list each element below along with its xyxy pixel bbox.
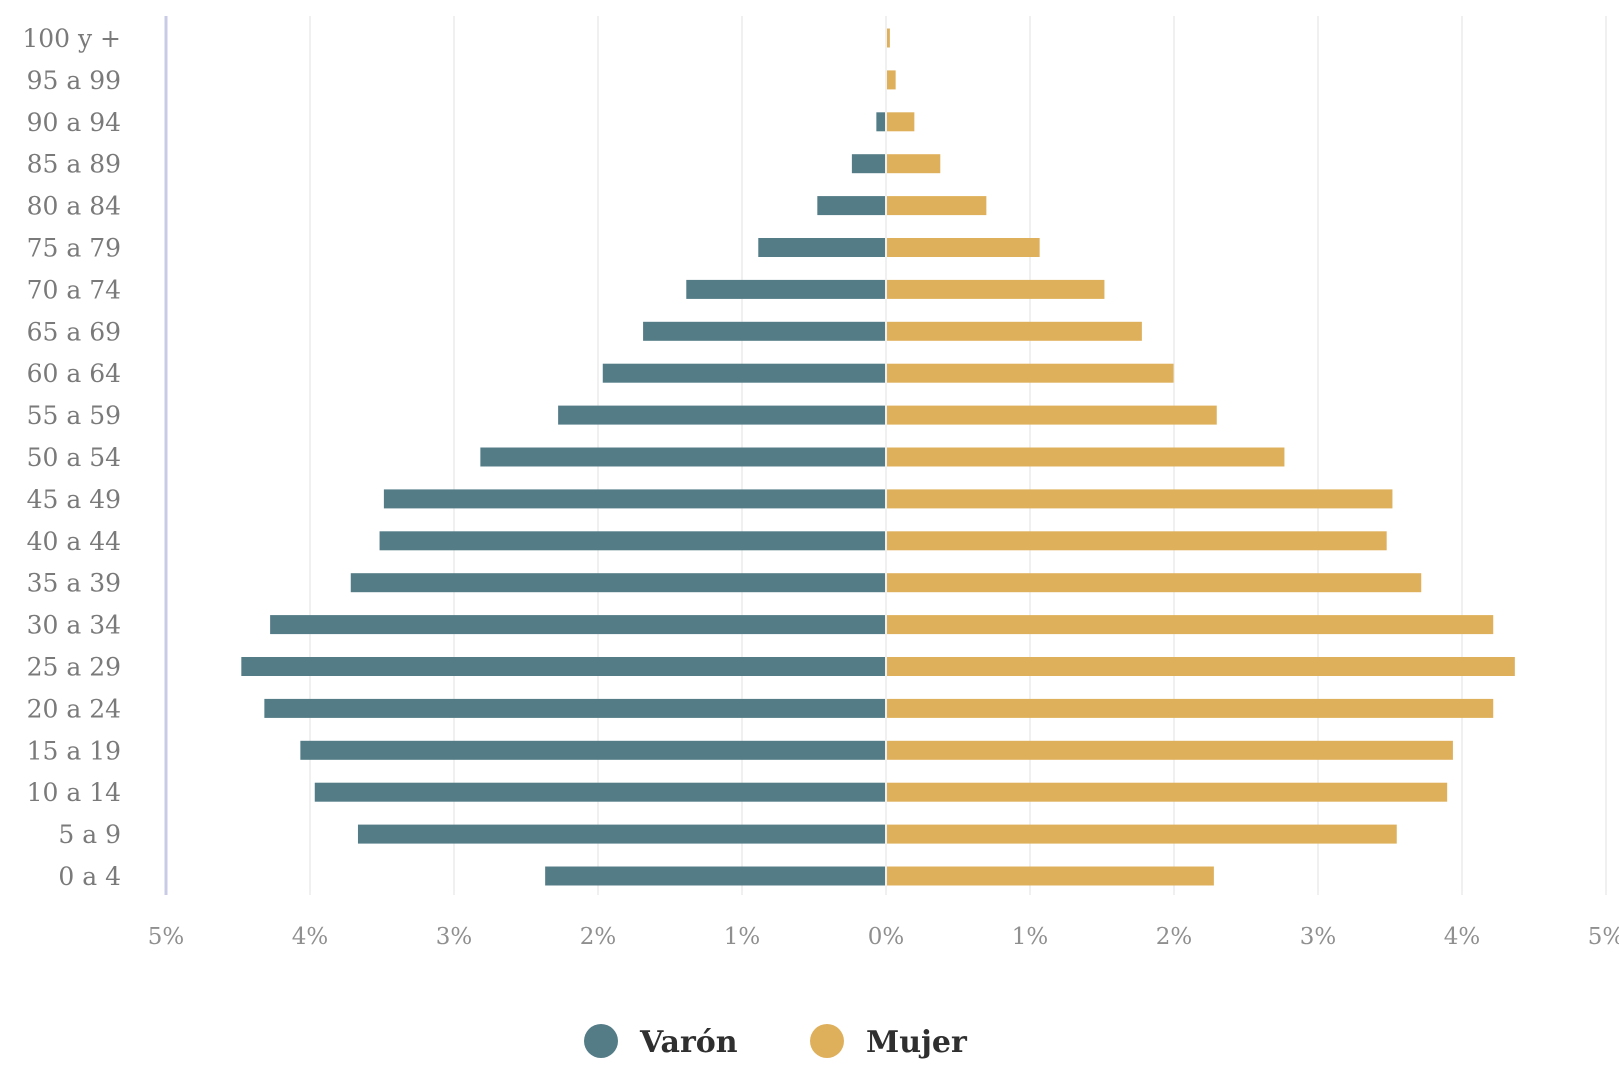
category-label: 45 a 49 [27,485,121,514]
bar-varon [264,698,885,718]
x-tick-label: 4% [292,924,329,950]
bar-mujer [887,782,1448,802]
bar-varon [270,615,885,635]
legend-label: Varón [639,1025,738,1060]
bar-mujer [887,196,987,216]
category-label: 90 a 94 [27,108,121,137]
legend-marker [584,1024,618,1058]
category-label: 100 y + [22,24,121,53]
bar-mujer [887,238,1040,257]
bar-mujer [887,698,1494,718]
category-label: 65 a 69 [27,317,121,346]
bar-mujer [887,531,1387,551]
legend-label: Mujer [866,1025,968,1060]
x-tick-label: 5% [1588,924,1619,950]
category-label: 70 a 74 [27,275,121,304]
bar-mujer [887,279,1105,299]
category-label: 40 a 44 [27,527,121,556]
legend: Varón Mujer [584,1024,968,1060]
bar-mujer [887,28,890,48]
bar-mujer [887,112,915,132]
bar-varon [383,489,885,509]
x-tick-labels: 5% 4% 3% 2% 1% 0% 1% 2% 3% 4% 5% [148,924,1619,950]
x-tick-label: 2% [580,924,617,950]
bar-mujer [887,447,1285,467]
bar-mujer [887,740,1453,760]
category-label: 35 a 39 [27,569,121,598]
bar-mujer [887,573,1422,593]
bar-varon [643,321,885,341]
category-label: 0 a 4 [58,862,121,891]
category-label: 55 a 59 [27,401,121,430]
category-label: 85 a 89 [27,150,121,179]
bar-varon [876,112,885,132]
category-label: 95 a 99 [27,66,121,95]
bar-varon [817,196,885,216]
bar-varon [241,657,885,676]
x-tick-label: 4% [1444,924,1481,950]
x-tick-label: 5% [148,924,185,950]
bars-layer [241,28,1515,886]
bar-varon [357,824,886,844]
category-labels: 0 a 4 5 a 9 10 a 14 15 a 19 20 a 24 25 a 29 30… [22,24,121,891]
bar-mujer [887,489,1393,509]
legend-marker [810,1024,844,1058]
x-tick-label: 3% [436,924,473,950]
bar-mujer [887,657,1515,676]
category-label: 60 a 64 [27,359,121,388]
bar-varon [314,782,885,802]
category-label: 80 a 84 [27,192,121,221]
bar-varon [300,740,885,760]
bar-mujer [887,615,1494,635]
bar-mujer [887,824,1397,844]
bar-varon [558,405,885,425]
bar-mujer [887,363,1174,383]
x-tick-label: 2% [1156,924,1193,950]
category-label: 10 a 14 [27,778,121,807]
bar-varon [379,531,885,551]
category-label: 25 a 29 [27,653,121,682]
bar-mujer [887,321,1142,341]
bar-mujer [887,154,941,174]
bar-varon [686,279,885,299]
category-label: 75 a 79 [27,234,121,263]
x-tick-label: 3% [1300,924,1337,950]
x-tick-label: 0% [868,924,905,950]
category-label: 30 a 34 [27,611,121,640]
bar-varon [851,154,885,174]
bar-varon [545,866,885,886]
bar-varon [602,363,885,383]
x-tick-label: 1% [724,924,761,950]
bar-mujer [887,405,1217,425]
x-tick-label: 1% [1012,924,1049,950]
bar-varon [480,447,885,467]
bar-mujer [887,70,896,90]
category-label: 20 a 24 [27,694,121,723]
category-label: 50 a 54 [27,443,121,472]
category-label: 5 a 9 [58,820,121,849]
bar-varon [350,573,885,593]
category-label: 15 a 19 [27,736,121,765]
bar-mujer [887,866,1214,886]
bar-varon [758,238,885,257]
